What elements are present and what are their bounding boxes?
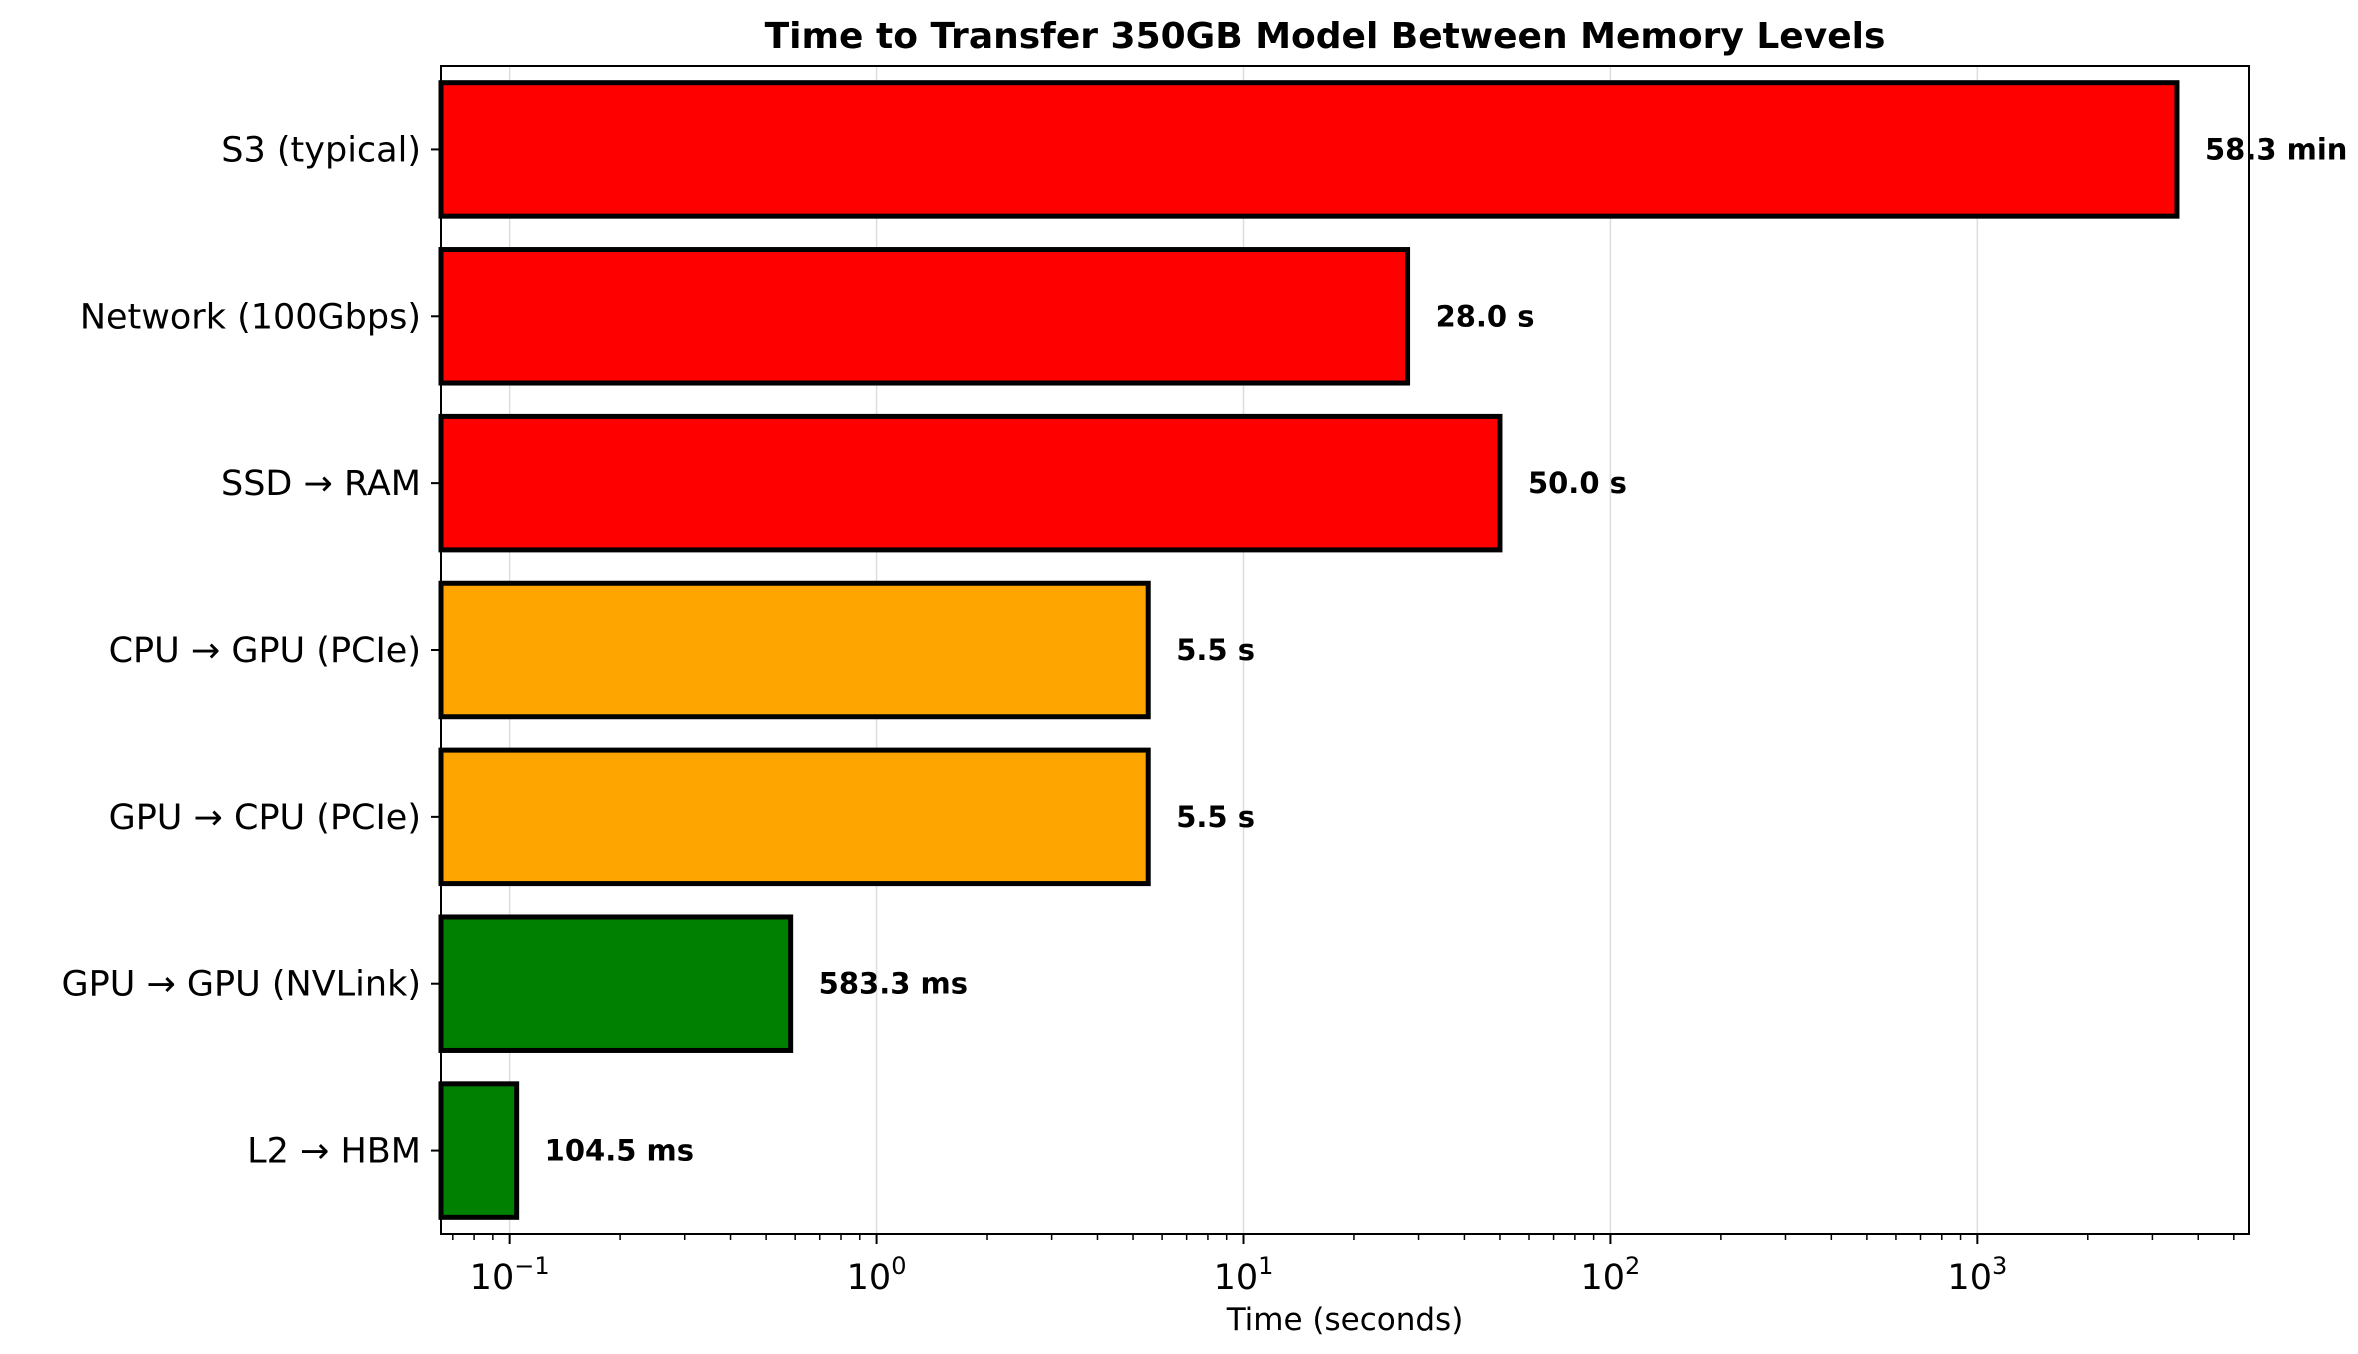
bar-value-label: 104.5 ms: [545, 1134, 694, 1168]
y-axis-ticks: S3 (typical) Network (100Gbps) SSD → RAM CP…: [61, 130, 441, 1172]
x-tick-label: 100: [847, 1252, 907, 1298]
bar: [438, 1081, 520, 1220]
x-axis-label: Time (seconds): [1226, 1302, 1464, 1338]
bar: [438, 747, 1151, 887]
bar: [438, 413, 1503, 553]
x-axis-ticks: 10−1 100 101 102 103: [452, 1234, 2235, 1298]
y-tick-label: S3 (typical): [221, 130, 421, 170]
bar-value-label: 58.3 min: [2205, 132, 2347, 166]
x-tick-label: 102: [1581, 1252, 1641, 1298]
y-tick-label: L2 → HBM: [247, 1132, 421, 1172]
y-tick-label: SSD → RAM: [221, 464, 421, 504]
bar: [438, 914, 794, 1053]
y-tick-label: GPU → GPU (NVLink): [61, 965, 421, 1005]
x-tick-label: 103: [1947, 1252, 2007, 1298]
bar: [438, 80, 2180, 219]
bar-value-label: 50.0 s: [1528, 466, 1627, 500]
x-tick-label: 101: [1214, 1252, 1274, 1298]
plot-frame: [440, 65, 2250, 1235]
bar-value-label: 5.5 s: [1176, 633, 1255, 667]
bar-value-label: 583.3 ms: [819, 967, 968, 1001]
x-tick-label: 10−1: [470, 1252, 550, 1298]
y-tick-label: CPU → GPU (PCIe): [109, 631, 421, 671]
y-tick-label: GPU → CPU (PCIe): [109, 798, 421, 838]
bar-value-label: 5.5 s: [1176, 800, 1255, 834]
bar-value-label: 28.0 s: [1436, 299, 1535, 333]
bars: 58.3 min 28.0 s 50.0 s 5.5 s 5.5 s 583.3 ms 10…: [438, 80, 2347, 1220]
y-tick-label: Network (100Gbps): [80, 297, 421, 337]
bar: [438, 247, 1411, 386]
bar: [438, 580, 1151, 720]
chart-title: Time to Transfer 350GB Model Between Mem…: [765, 16, 1886, 57]
